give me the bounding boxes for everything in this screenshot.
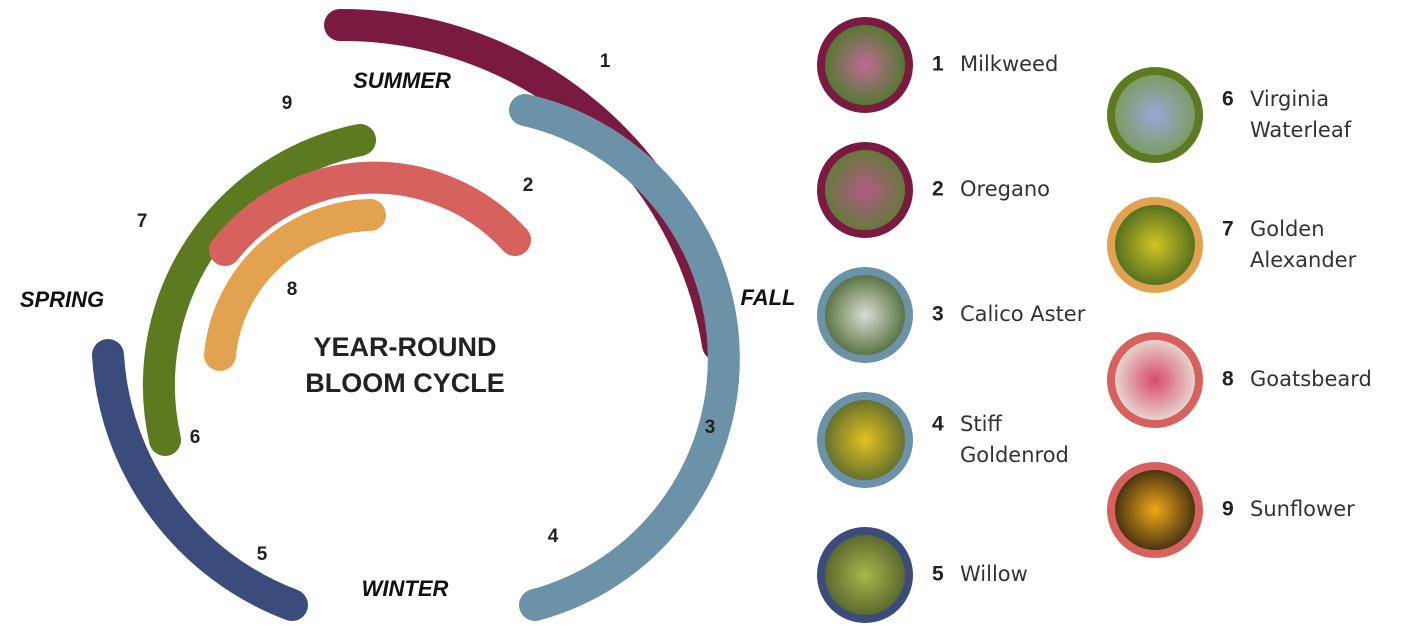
arc-number: 5: [257, 544, 268, 565]
arc-willow: [108, 355, 292, 605]
arc-number: 7: [137, 211, 148, 232]
plant-photo: [1111, 201, 1199, 289]
plant-number: 9: [1222, 498, 1234, 521]
plant-name: Waterleaf: [1250, 118, 1352, 142]
plant-name: Goatsbeard: [1250, 367, 1372, 391]
season-label: SPRING: [20, 287, 104, 312]
arc-number: 4: [548, 526, 559, 547]
season-label: WINTER: [362, 576, 449, 601]
plant-name: Calico Aster: [960, 302, 1086, 326]
title-line: BLOOM CYCLE: [305, 368, 505, 398]
plant-number: 1: [932, 53, 944, 76]
plant-photo: [1111, 336, 1199, 424]
plant-number: 8: [1222, 368, 1234, 391]
plant-photo: [821, 531, 909, 619]
plant-number: 4: [932, 413, 944, 436]
plant-photo: [821, 271, 909, 359]
plant-photo: [821, 146, 909, 234]
plant-number: 3: [932, 303, 944, 326]
arc-number: 6: [190, 427, 201, 448]
plant-number: 2: [932, 178, 944, 201]
plant-name: Virginia: [1250, 87, 1329, 111]
plant-name: Sunflower: [1250, 497, 1355, 521]
arc-number: 3: [705, 417, 716, 438]
plant-name: Oregano: [960, 177, 1050, 201]
plant-name: Stiff: [960, 412, 1002, 436]
plant-name: Golden: [1250, 217, 1325, 241]
arc-number: 8: [287, 279, 298, 300]
arc-number: 9: [282, 93, 293, 114]
plant-photo: [1111, 466, 1199, 554]
season-label: SUMMER: [353, 68, 451, 93]
bloom-cycle: 1 2 3 4 5 6 7 8 9 SUMMER FALL WINTER SPR…: [0, 0, 1415, 631]
plant-name: Alexander: [1250, 248, 1357, 272]
plant-name: Goldenrod: [960, 443, 1069, 467]
arc-number: 2: [523, 175, 534, 196]
season-label: FALL: [741, 285, 796, 310]
plant-number: 7: [1222, 218, 1234, 241]
plant-number: 5: [932, 563, 944, 586]
plant-number: 6: [1222, 88, 1234, 111]
plant-photo: [821, 21, 909, 109]
plant-photo: [1111, 71, 1199, 159]
plant-name: Willow: [960, 562, 1028, 586]
arc-number: 1: [600, 51, 611, 72]
plant-name: Milkweed: [960, 52, 1058, 76]
title-line: YEAR-ROUND: [313, 332, 496, 362]
plant-photo: [821, 396, 909, 484]
